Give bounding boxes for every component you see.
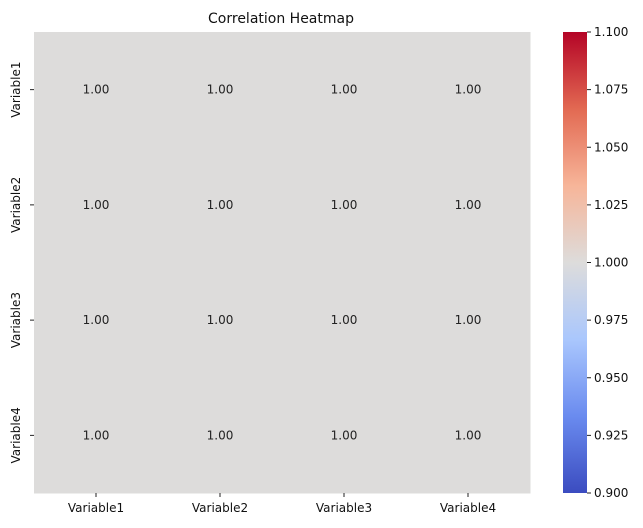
- cell-value-label: 1.00: [455, 198, 482, 212]
- colorbar-tick-label: 0.925: [594, 428, 628, 442]
- colorbar-tick-label: 1.025: [594, 198, 628, 212]
- cell-value-label: 1.00: [207, 83, 234, 97]
- heatmap-cell: [34, 147, 159, 263]
- heatmap-cell: [282, 32, 407, 148]
- heatmap-cell: [406, 262, 531, 379]
- cell-value-label: 1.00: [83, 428, 110, 442]
- cell-value-label: 1.00: [331, 198, 358, 212]
- y-tick-label: Variable2: [9, 177, 23, 233]
- cell-value-label: 1.00: [331, 83, 358, 97]
- colorbar-tick-label: 1.000: [594, 256, 628, 270]
- y-tick-label: Variable3: [9, 292, 23, 348]
- heatmap-cells: 1.00 1.00 1.00 1.00 1.00 1.00 1.00 1.00 1.00 1.00…: [34, 32, 531, 494]
- colorbar-bar: [563, 32, 587, 493]
- cell-value-label: 1.00: [207, 198, 234, 212]
- heatmap-cell: [34, 377, 159, 494]
- cell-value-label: 1.00: [455, 428, 482, 442]
- heatmap-cell: [406, 377, 531, 494]
- heatmap-cell: [158, 262, 283, 379]
- x-tick-label: Variable4: [440, 501, 496, 515]
- colorbar: 0.900 0.925 0.950 0.975 1.000 1.025 1.050 1.075…: [563, 25, 628, 500]
- heatmap-cell: [158, 32, 283, 148]
- heatmap-cell: [34, 262, 159, 379]
- heatmap-cell: [158, 377, 283, 494]
- y-tick-label: Variable1: [9, 62, 23, 118]
- cell-value-label: 1.00: [331, 428, 358, 442]
- colorbar-tick-label: 0.900: [594, 486, 628, 500]
- cell-value-label: 1.00: [83, 83, 110, 97]
- x-tick-label: Variable2: [192, 501, 248, 515]
- heatmap-cell: [34, 32, 159, 148]
- x-tick-label: Variable3: [316, 501, 372, 515]
- x-tick-label: Variable1: [68, 501, 124, 515]
- heatmap-cell: [282, 262, 407, 379]
- x-axis: Variable1 Variable2 Variable3 Variable4: [68, 493, 496, 515]
- colorbar-tick-label: 0.950: [594, 371, 628, 385]
- cell-value-label: 1.00: [83, 198, 110, 212]
- heatmap-cell: [282, 147, 407, 263]
- cell-value-label: 1.00: [331, 313, 358, 327]
- cell-value-label: 1.00: [207, 313, 234, 327]
- colorbar-tick-label: 1.050: [594, 140, 628, 154]
- colorbar-tick-label: 0.975: [594, 313, 628, 327]
- cell-value-label: 1.00: [83, 313, 110, 327]
- colorbar-tick-label: 1.075: [594, 83, 628, 97]
- y-axis: Variable1 Variable2 Variable3 Variable4: [9, 62, 34, 463]
- y-tick-label: Variable4: [9, 407, 23, 463]
- colorbar-tick-label: 1.100: [594, 25, 628, 39]
- chart-title: Correlation Heatmap: [208, 11, 354, 27]
- heatmap-cell: [406, 147, 531, 263]
- cell-value-label: 1.00: [207, 428, 234, 442]
- heatmap-cell: [158, 147, 283, 263]
- cell-value-label: 1.00: [455, 313, 482, 327]
- heatmap-cell: [406, 32, 531, 148]
- cell-value-label: 1.00: [455, 83, 482, 97]
- heatmap-cell: [282, 377, 407, 494]
